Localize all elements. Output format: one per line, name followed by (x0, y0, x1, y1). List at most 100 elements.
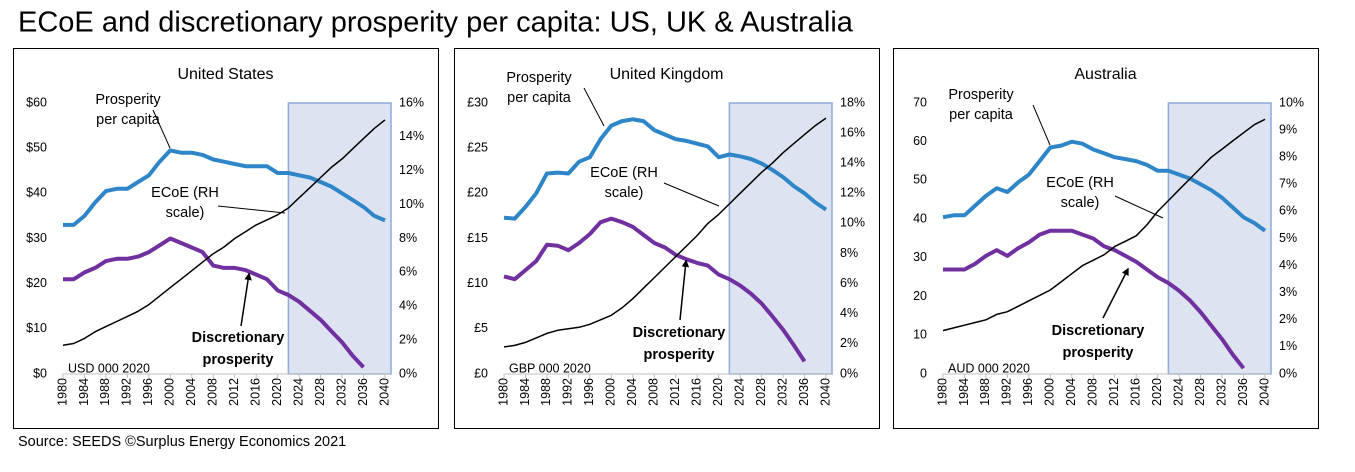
y-tick-label: 30 (913, 250, 927, 264)
y-tick-label: £30 (467, 95, 488, 109)
annotation: Discretionary (633, 325, 726, 341)
x-tick-label: 1988 (978, 378, 992, 406)
y-tick-label: £20 (467, 186, 488, 200)
x-tick-label: 1988 (98, 378, 112, 406)
x-tick-label: 2024 (732, 378, 746, 406)
y-tick-label: £5 (474, 321, 488, 335)
x-tick-label: 2000 (604, 378, 618, 406)
panel-title: United Kingdom (610, 66, 724, 83)
y2-tick-label: 12% (840, 186, 865, 200)
y-tick-label: 40 (913, 211, 927, 225)
forecast-shade (728, 102, 833, 375)
page-title: ECoE and discretionary prosperity per ca… (18, 7, 854, 39)
y-tick-label: 70 (913, 95, 927, 109)
y2-tick-label: 5% (1279, 231, 1297, 245)
x-tick-label: 2028 (1193, 378, 1207, 406)
x-tick-label: 1996 (141, 378, 155, 406)
leader (217, 205, 286, 214)
series-line (942, 139, 1267, 233)
leader (583, 87, 605, 127)
y-tick-label: $30 (26, 231, 47, 245)
leader (1114, 195, 1164, 219)
arrow (240, 272, 252, 327)
annotation: prosperity (1063, 345, 1134, 361)
x-tick-label: 2032 (775, 378, 789, 406)
annotation: Discretionary (192, 330, 285, 346)
x-tick-label: 2008 (206, 378, 220, 406)
y2-tick-label: 2% (840, 336, 858, 350)
y-tick-label: £25 (467, 140, 488, 154)
y2-tick-label: 10% (840, 216, 865, 230)
annotation: ECoE (RH (590, 165, 658, 181)
x-tick-label: 2032 (1214, 378, 1228, 406)
arrow (1102, 267, 1129, 319)
x-tick-label: 1984 (518, 378, 532, 406)
y2-tick-label: 6% (840, 276, 858, 290)
forecast-shade (287, 102, 392, 375)
y2-tick-label: 0% (1279, 366, 1297, 380)
panel-title: Australia (1074, 66, 1136, 83)
annotation: scale) (605, 185, 644, 201)
x-tick-label: 2040 (1257, 378, 1271, 406)
annotation: Prosperity (95, 92, 161, 108)
y-tick-label: $20 (26, 276, 47, 290)
panel: United States $0 $10 $20 $30 $40 $50 $60 0% 2% 4% 6… (13, 48, 439, 429)
leader (1032, 104, 1051, 146)
y-tick-label: £15 (467, 231, 488, 245)
series-line (503, 117, 828, 221)
x-tick-label: 1980 (496, 378, 510, 406)
annotation: prosperity (203, 352, 274, 368)
series-line (943, 228, 1246, 370)
y2-tick-label: 14% (399, 129, 424, 143)
y2-tick-label: 1% (1279, 339, 1297, 353)
panel: United Kingdom £0 £5 £10 £15 £20 £25 £30 0% 2% 4% 6… (454, 48, 880, 429)
x-tick-label: 1992 (120, 378, 134, 406)
x-tick-label: 1992 (561, 378, 575, 406)
x-tick-label: 1988 (539, 378, 553, 406)
y2-tick-label: 4% (840, 306, 858, 320)
y2-tick-label: 2% (399, 332, 417, 346)
x-tick-label: 2020 (1150, 378, 1164, 406)
unit-label: GBP 000 2020 (509, 361, 591, 375)
x-tick-label: 2020 (711, 378, 725, 406)
x-tick-label: 2016 (689, 378, 703, 406)
annotation: per capita (96, 112, 161, 128)
series-line (503, 117, 827, 348)
arrow (679, 259, 690, 321)
x-tick-label: 2032 (334, 378, 348, 406)
y2-tick-label: 6% (399, 265, 417, 279)
annotation: per capita (507, 90, 572, 106)
x-tick-label: 2008 (1086, 378, 1100, 406)
y-tick-label: 50 (913, 173, 927, 187)
y-tick-label: 10 (913, 328, 927, 342)
y-tick-label: $10 (26, 321, 47, 335)
y2-tick-label: 0% (840, 366, 858, 380)
y-tick-label: 20 (913, 289, 927, 303)
annotation: Discretionary (1052, 323, 1145, 339)
x-tick-label: 2040 (377, 378, 391, 406)
y2-tick-label: 16% (399, 95, 424, 109)
annotation: ECoE (RH (1046, 175, 1114, 191)
x-tick-label: 2020 (270, 378, 284, 406)
y-tick-label: $40 (26, 186, 47, 200)
y2-tick-label: 4% (399, 299, 417, 313)
y2-tick-label: 6% (1279, 204, 1297, 218)
y2-tick-label: 8% (840, 246, 858, 260)
x-tick-label: 2004 (625, 378, 639, 406)
x-tick-label: 2024 (1171, 378, 1185, 406)
y2-tick-label: 14% (840, 156, 865, 170)
y-tick-label: $60 (26, 95, 47, 109)
series-line (503, 216, 807, 363)
x-tick-label: 2004 (184, 378, 198, 406)
y-tick-label: £0 (474, 366, 488, 380)
x-tick-label: 2012 (1107, 378, 1121, 406)
annotation: scale) (166, 205, 205, 221)
series-line (942, 118, 1266, 332)
unit-label: USD 000 2020 (68, 361, 150, 375)
annotation: per capita (949, 107, 1014, 123)
annotation: scale) (1061, 195, 1100, 211)
x-tick-label: 2036 (797, 378, 811, 406)
panel: Australia 0 10 20 30 40 50 60 70 0% 1% 2% 3% 4% 5% 6% 7%… (893, 48, 1319, 429)
x-tick-label: 2036 (356, 378, 370, 406)
